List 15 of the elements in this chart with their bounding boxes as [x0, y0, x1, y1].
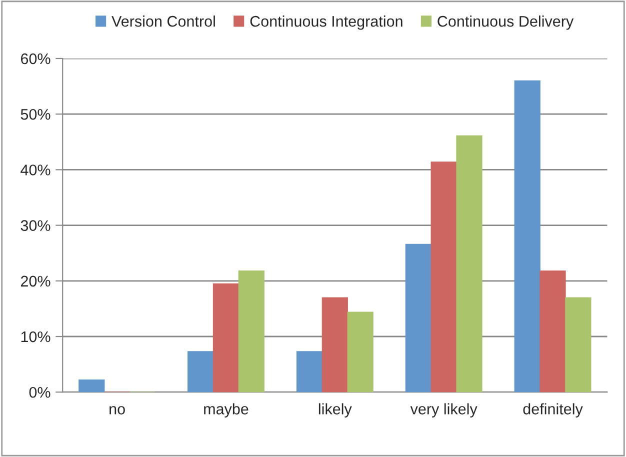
- x-tick-label: no: [110, 406, 125, 414]
- legend-label: Version Control: [112, 16, 215, 27]
- legend-label: Continuous Integration: [250, 16, 402, 30]
- legend-label: Continuous Delivery: [438, 16, 574, 30]
- y-tick-label: 60%: [20, 53, 50, 64]
- x-tick-label: likely: [318, 403, 352, 418]
- y-tick-label: 20%: [20, 276, 50, 287]
- y-tick-label: 50%: [20, 108, 50, 120]
- x-tick-label: definitely: [523, 403, 583, 418]
- y-tick-label: 40%: [20, 164, 50, 176]
- y-tick-label: 0%: [29, 386, 50, 398]
- y-tick-label: 30%: [20, 220, 50, 231]
- x-tick-label: very likely: [410, 403, 478, 418]
- y-tick-label: 10%: [21, 331, 50, 342]
- x-tick-label: maybe: [204, 403, 248, 418]
